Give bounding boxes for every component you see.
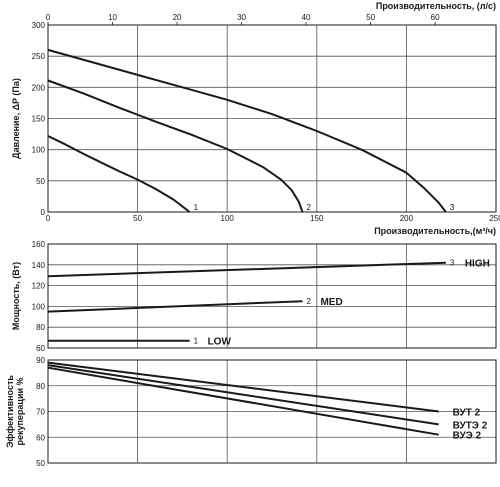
y-tick-label: 60 bbox=[36, 344, 45, 353]
curve-number-label: 2 bbox=[306, 203, 311, 212]
y-tick-label: 300 bbox=[32, 21, 46, 30]
y-tick-label: 50 bbox=[36, 177, 45, 186]
x2-tick-label: 60 bbox=[431, 13, 440, 22]
y-tick-label: 120 bbox=[32, 282, 46, 291]
curve-number-label: 1 bbox=[194, 337, 199, 346]
y-axis-title: Давление, ΔP (Па) bbox=[11, 78, 21, 159]
series-line-2-3 bbox=[47, 261, 446, 278]
model-label: ВУТЭ 2 bbox=[453, 420, 488, 431]
series-line-1-1 bbox=[47, 135, 191, 213]
x2-axis-title: Производительность, (л/с) bbox=[376, 1, 496, 11]
plot-frame bbox=[47, 243, 497, 349]
y-tick-label: 0 bbox=[41, 208, 46, 217]
y-tick-label: 100 bbox=[32, 302, 46, 311]
y-tick-label: 80 bbox=[36, 382, 45, 391]
x2-tick-label: 50 bbox=[366, 13, 375, 22]
series-line-3-1 bbox=[47, 361, 439, 413]
y-tick-label: 200 bbox=[32, 83, 46, 92]
speed-label: LOW bbox=[208, 337, 232, 348]
y-tick-label: 50 bbox=[36, 459, 45, 468]
y-tick-label: 80 bbox=[36, 323, 45, 332]
x-tick-label: 0 bbox=[46, 214, 51, 223]
series-line-1-3 bbox=[47, 48, 447, 213]
y-tick-label: 160 bbox=[32, 240, 46, 249]
model-label: ВУЭ 2 bbox=[453, 431, 482, 442]
series-line-3-3 bbox=[47, 366, 439, 436]
x-tick-label: 100 bbox=[221, 214, 235, 223]
x2-tick-label: 10 bbox=[108, 13, 117, 22]
y-axis-title: Эффективностьрекуперации % bbox=[5, 375, 25, 448]
x2-tick-label: 40 bbox=[302, 13, 311, 22]
plot-frame bbox=[47, 24, 497, 213]
x-tick-label: 250 bbox=[489, 214, 500, 223]
x-axis-title: Производительность,(м³/ч) bbox=[374, 226, 496, 236]
y-tick-label: 90 bbox=[36, 356, 45, 365]
y-tick-label: 70 bbox=[36, 408, 45, 417]
series-line-1-2 bbox=[47, 79, 304, 213]
series-line-2-2 bbox=[47, 300, 303, 313]
curve-number-label: 3 bbox=[450, 259, 455, 268]
curve-number-label: 1 bbox=[194, 203, 199, 212]
x-tick-label: 150 bbox=[310, 214, 324, 223]
plot-frame bbox=[47, 359, 497, 464]
y-tick-label: 140 bbox=[32, 261, 46, 270]
x-tick-label: 50 bbox=[133, 214, 142, 223]
y-tick-label: 250 bbox=[32, 52, 46, 61]
curve-number-label: 2 bbox=[306, 297, 311, 306]
model-label: ВУТ 2 bbox=[453, 408, 481, 419]
y-tick-label: 60 bbox=[36, 433, 45, 442]
series-line-3-2 bbox=[47, 364, 439, 426]
speed-label: HIGH bbox=[465, 259, 490, 270]
x-tick-label: 200 bbox=[400, 214, 414, 223]
curve-number-label: 3 bbox=[450, 203, 455, 212]
x2-tick-label: 30 bbox=[237, 13, 246, 22]
speed-label: MED bbox=[320, 297, 342, 308]
x2-tick-label: 0 bbox=[46, 13, 51, 22]
y-axis-title: Мощность, (Вт) bbox=[11, 262, 21, 330]
x2-tick-label: 20 bbox=[173, 13, 182, 22]
y-tick-label: 150 bbox=[32, 115, 46, 124]
y-tick-label: 100 bbox=[32, 146, 46, 155]
